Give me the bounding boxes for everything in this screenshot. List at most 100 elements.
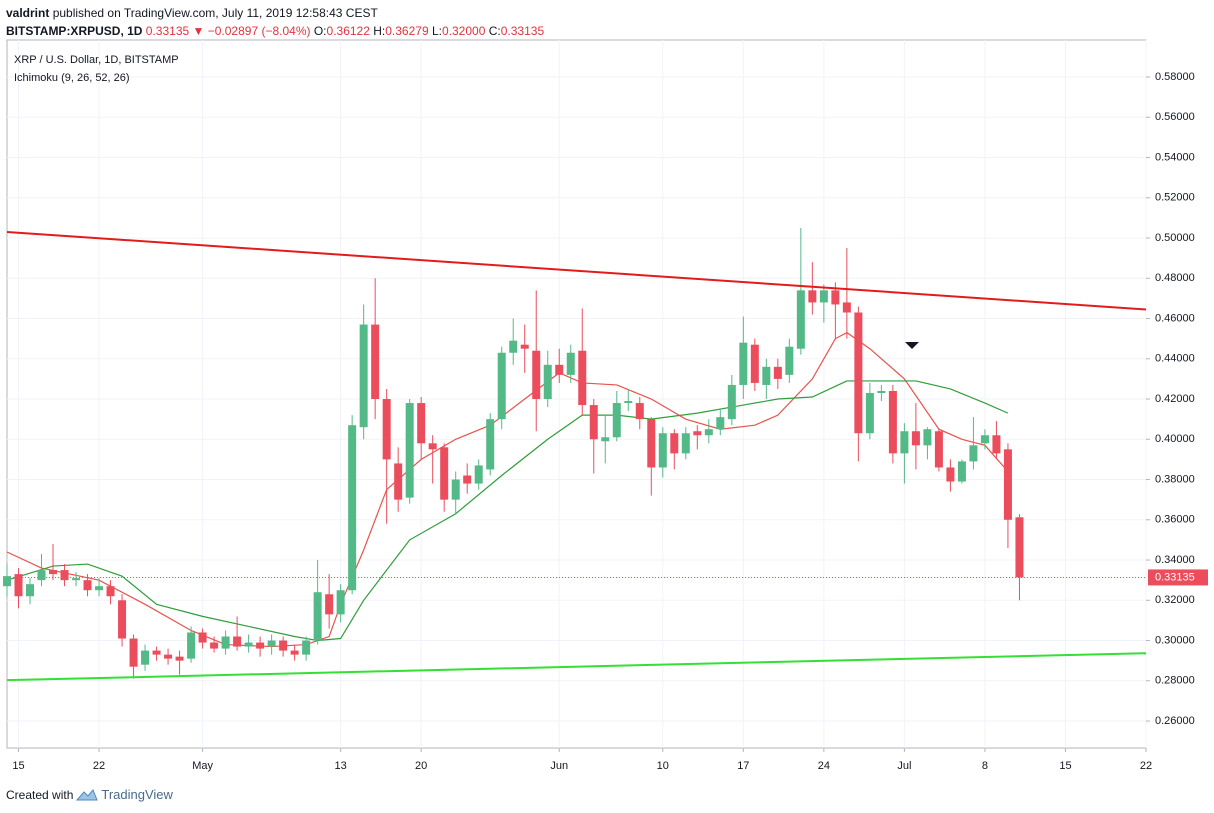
candle-body bbox=[336, 590, 345, 615]
candle-body bbox=[141, 650, 150, 665]
published: published on TradingView.com, July 11, 2… bbox=[52, 6, 378, 20]
candle-body bbox=[624, 401, 633, 404]
y-tick-label: 0.32000 bbox=[1155, 594, 1195, 606]
candle-body bbox=[555, 364, 564, 375]
candle-body bbox=[888, 390, 897, 454]
candle-body bbox=[992, 435, 1001, 454]
candle-body bbox=[164, 654, 173, 659]
candle-body bbox=[1015, 517, 1024, 578]
candle-body bbox=[946, 467, 955, 482]
candle-body bbox=[175, 656, 184, 661]
y-tick-label: 0.40000 bbox=[1155, 433, 1195, 445]
symbol: BITSTAMP:XRPUSD, 1D bbox=[6, 24, 143, 38]
candle-body bbox=[543, 364, 552, 400]
price-label-box bbox=[1148, 569, 1208, 586]
candle-body bbox=[106, 586, 115, 597]
candle-body bbox=[405, 403, 414, 498]
candle-body bbox=[842, 302, 851, 313]
x-tick-label: 15 bbox=[12, 760, 24, 772]
candle-body bbox=[440, 447, 449, 500]
quote-h: H:0.36279 bbox=[373, 24, 428, 38]
quote-label: H: bbox=[373, 24, 386, 38]
candle-body bbox=[923, 429, 932, 446]
x-tick-label: 22 bbox=[1140, 760, 1152, 772]
candle-body bbox=[601, 437, 610, 442]
y-tick-label: 0.28000 bbox=[1155, 675, 1195, 687]
y-tick-label: 0.50000 bbox=[1155, 232, 1195, 244]
candle-body bbox=[37, 570, 46, 581]
candle-body bbox=[348, 425, 357, 591]
candle-body bbox=[83, 580, 92, 591]
candle-body bbox=[739, 342, 748, 385]
candle-body bbox=[957, 461, 966, 482]
candle-body bbox=[95, 586, 104, 591]
candle-body bbox=[60, 570, 69, 581]
candle-body bbox=[129, 638, 138, 667]
candle-body bbox=[704, 429, 713, 436]
candle-body bbox=[72, 578, 81, 581]
header-line-1: valdrint published on TradingView.com, J… bbox=[6, 4, 544, 22]
candle-body bbox=[520, 344, 529, 349]
candle-body bbox=[394, 463, 403, 500]
candle-body bbox=[417, 403, 426, 444]
chart-title: XRP / U.S. Dollar, 1D, BITSTAMP bbox=[14, 54, 179, 66]
y-tick-label: 0.48000 bbox=[1155, 272, 1195, 284]
candle-body bbox=[727, 384, 736, 420]
quote-value: 0.36122 bbox=[326, 24, 370, 38]
quote-label: L: bbox=[431, 24, 442, 38]
candle-body bbox=[428, 443, 437, 450]
candle-body bbox=[578, 350, 587, 406]
candle-body bbox=[750, 344, 759, 383]
candle-body bbox=[900, 431, 909, 454]
candle-body bbox=[256, 642, 265, 649]
quote-value: 0.36279 bbox=[385, 24, 429, 38]
candle-body bbox=[773, 366, 782, 379]
y-tick-label: 0.30000 bbox=[1155, 634, 1195, 646]
candle-body bbox=[865, 392, 874, 434]
x-tick-label: 22 bbox=[93, 760, 105, 772]
x-tick-label: 8 bbox=[982, 760, 988, 772]
author: valdrint bbox=[6, 6, 50, 20]
indicator-label: Ichimoku (9, 26, 52, 26) bbox=[14, 72, 130, 84]
candle-body bbox=[3, 576, 11, 587]
candle-body bbox=[486, 419, 495, 470]
x-tick-label: 17 bbox=[737, 760, 749, 772]
candle-body bbox=[451, 479, 460, 500]
candle-body bbox=[463, 475, 472, 484]
candle-body bbox=[210, 642, 219, 649]
candle-body bbox=[635, 403, 644, 420]
candle-body bbox=[693, 431, 702, 436]
candle-body bbox=[313, 592, 322, 641]
quote-l: L:0.32000 bbox=[432, 24, 485, 38]
candle-body bbox=[302, 640, 311, 655]
candle-body bbox=[49, 570, 58, 575]
candle-body bbox=[566, 352, 575, 375]
candle-body bbox=[808, 290, 817, 303]
candle-body bbox=[658, 433, 667, 468]
candle-body bbox=[497, 352, 506, 420]
quote-o: O:0.36122 bbox=[314, 24, 370, 38]
y-tick-label: 0.56000 bbox=[1155, 111, 1195, 123]
candle-body bbox=[382, 399, 391, 460]
candle-body bbox=[681, 433, 690, 454]
logo-shape bbox=[76, 788, 99, 800]
candle-body bbox=[532, 350, 541, 400]
candle-body bbox=[474, 465, 483, 484]
candle-body bbox=[911, 431, 920, 446]
candle-body bbox=[716, 417, 725, 430]
marker-arrow bbox=[905, 342, 919, 349]
brand: TradingView bbox=[101, 787, 173, 802]
candle-body bbox=[796, 290, 805, 349]
trendline bbox=[6, 230, 1147, 311]
trendline bbox=[6, 652, 1147, 682]
candle-body bbox=[980, 435, 989, 444]
created-with: Created with bbox=[6, 787, 74, 802]
x-tick-label: Jun bbox=[550, 760, 568, 772]
candle-body bbox=[359, 324, 368, 428]
x-tick-label: 10 bbox=[657, 760, 669, 772]
candle-body bbox=[118, 600, 127, 639]
y-tick-label: 0.58000 bbox=[1155, 71, 1195, 83]
header: valdrint published on TradingView.com, J… bbox=[6, 4, 544, 40]
